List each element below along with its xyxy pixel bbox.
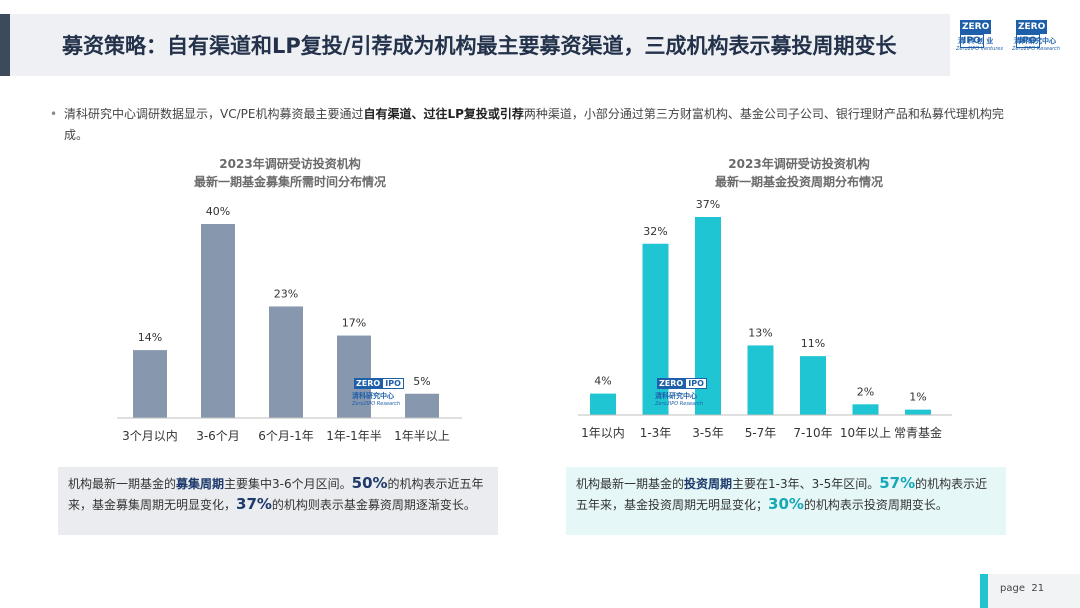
summary-text: 机构最新一期基金的 (68, 477, 177, 491)
bar-6个月-1年 (269, 306, 303, 418)
x-tick-label: 1-3年 (640, 426, 672, 440)
summary-text: 主要集中3-6个月区间。 (224, 477, 352, 491)
x-tick-label: 5-7年 (745, 426, 777, 440)
summary-box-investment: 机构最新一期基金的投资周期主要在1-3年、3-5年区间。57%的机构表示近五年来… (566, 467, 1006, 535)
research-watermark: ZERO IPO 清科研究中心 Zero2IPO Research (352, 378, 412, 412)
chart-title: 2023年调研受访投资机构 (219, 156, 360, 171)
chart-title: 2023年调研受访投资机构 (728, 156, 869, 171)
title-accent-bar (0, 14, 10, 76)
x-tick-label: 常青基金 (894, 425, 942, 440)
intro-paragraph: • 清科研究中心调研数据显示，VC/PE机构募资最主要通过自有渠道、过往LP复投… (50, 104, 1014, 146)
title-bar: 募资策略：自有渠道和LP复投/引荐成为机构最主要募资渠道，三成机构表示募投周期变… (0, 14, 1080, 76)
summary-keyword: 募集周期 (176, 477, 225, 491)
summary-stat: 37% (236, 495, 272, 513)
x-tick-label: 1年-1年半 (326, 429, 382, 443)
x-tick-label: 7-10年 (793, 426, 832, 440)
bar-常青基金 (905, 409, 931, 415)
summary-text: 主要在1-3年、3-5年区间。 (732, 477, 880, 491)
data-label: 1% (909, 391, 926, 404)
chart-subtitle: 最新一期基金投资周期分布情况 (715, 174, 883, 189)
bar-1年半以上 (405, 393, 439, 418)
zero2ipo-ventures-logo: ZEROIPO 清 科 创 业 Zero2IPO Ventures (956, 20, 1004, 52)
x-tick-label: 1年半以上 (394, 429, 450, 443)
summary-stat: 50% (351, 474, 388, 492)
intro-bold-text: 自有渠道、过往LP复投或引荐 (363, 107, 524, 121)
data-label: 13% (748, 326, 772, 339)
bar-1年以内 (590, 393, 616, 415)
data-label: 40% (206, 205, 230, 218)
data-label: 23% (274, 287, 298, 300)
intro-text-1: 清科研究中心调研数据显示，VC/PE机构募资最主要通过 (64, 107, 364, 121)
summary-box-fundraising: 机构最新一期基金的募集周期主要集中3-6个月区间。50%的机构表示近五年来，基金… (58, 467, 498, 535)
bar-7-10年 (800, 356, 826, 415)
x-tick-label: 3-6个月 (196, 429, 240, 443)
summary-stat: 30% (768, 495, 804, 513)
data-label: 2% (857, 385, 874, 398)
research-watermark: ZERO IPO 清科研究中心 Zero2IPO Research (655, 378, 715, 412)
x-tick-label: 3-5年 (692, 426, 724, 440)
page-number-accent (980, 574, 988, 608)
summary-keyword: 投资周期 (684, 477, 733, 491)
x-tick-label: 6个月-1年 (258, 429, 314, 443)
summary-text: 的机构表示近五年来，基金投资周期无明显变化； (576, 477, 988, 512)
page-number-box (980, 574, 1080, 608)
summary-stat: 57% (879, 474, 916, 492)
bar-3-6个月 (201, 224, 235, 418)
summary-text: 的机构表示投资周期变长。 (803, 498, 948, 512)
x-tick-label: 3个月以内 (122, 429, 178, 443)
data-label: 17% (342, 317, 366, 330)
data-label: 37% (696, 198, 720, 211)
zero2ipo-research-logo: ZEROIPO 清科研究中心 Zero2IPO Research (1012, 20, 1061, 52)
chart-subtitle: 最新一期基金募集所需时间分布情况 (194, 174, 386, 189)
bar-10年以上 (852, 404, 879, 415)
data-label: 11% (801, 337, 825, 350)
data-label: 32% (643, 225, 667, 238)
summary-text: 的机构表示近五年来，基金募集周期无明显变化， (68, 477, 484, 512)
summary-text: 的机构则表示基金募资周期逐渐变长。 (271, 498, 476, 512)
bar-3个月以内 (133, 350, 167, 418)
data-label: 5% (413, 375, 430, 388)
page-title: 募资策略：自有渠道和LP复投/引荐成为机构最主要募资渠道，三成机构表示募投周期变… (62, 34, 897, 58)
fundraising-duration-chart: 2023年调研受访投资机构 最新一期基金募集所需时间分布情况 14% 3个月以内 4… (117, 156, 462, 443)
bar-5-7年 (747, 345, 774, 415)
x-tick-label: 1年以内 (581, 426, 625, 440)
bullet-icon: • (50, 107, 58, 121)
investment-period-chart: 2023年调研受访投资机构 最新一期基金投资周期分布情况 4% 1年以内 32% 1-… (578, 156, 952, 440)
page-number: page 21 (1000, 583, 1045, 594)
summary-text: 机构最新一期基金的 (576, 477, 685, 491)
x-tick-label: 10年以上 (840, 426, 891, 440)
data-label: 14% (138, 331, 162, 344)
intro-text-2: 两种渠道，小部分通过第三方财富机构、基金公司子公司、银行理财产品和私募代理机构完… (64, 107, 1004, 142)
bar-1年-1年半 (337, 335, 371, 418)
title-band (10, 14, 950, 76)
data-label: 4% (594, 375, 611, 388)
